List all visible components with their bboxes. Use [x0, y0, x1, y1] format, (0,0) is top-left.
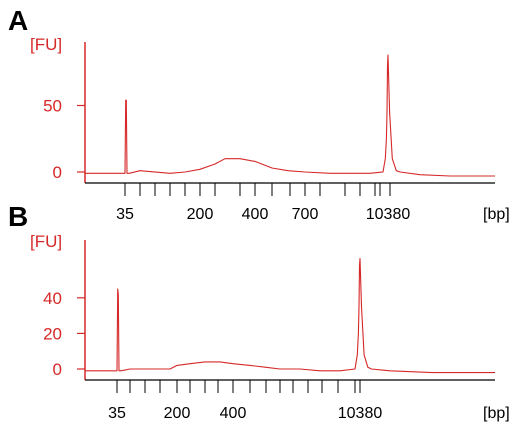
data-point [431, 372, 433, 374]
data-point [359, 258, 361, 260]
data-point [139, 170, 141, 172]
data-point [299, 368, 301, 370]
x-tick-label: 35 [108, 405, 126, 422]
data-point [118, 293, 120, 295]
data-point [358, 333, 360, 335]
y-axis-unit: [FU] [30, 232, 62, 251]
x-tick-label: 400 [242, 206, 269, 223]
x-tick-label: 35 [116, 206, 134, 223]
data-point [249, 365, 251, 367]
data-point [419, 174, 421, 176]
data-point [399, 171, 401, 173]
data-point [232, 363, 234, 365]
data-point [386, 138, 388, 140]
series-line [85, 258, 495, 374]
x-tick-label: 200 [164, 405, 191, 422]
data-point [359, 265, 361, 267]
data-point [184, 171, 186, 173]
data-point [239, 158, 241, 160]
y-axis-unit: [FU] [30, 35, 62, 54]
data-point [382, 171, 384, 173]
data-point [254, 161, 256, 163]
y-tick-label: 0 [53, 163, 62, 182]
data-point [159, 368, 161, 370]
data-point [396, 170, 398, 172]
data-point [224, 158, 226, 160]
data-point [126, 99, 128, 101]
data-point [387, 65, 389, 67]
data-point [189, 363, 191, 365]
x-axis-unit: [bp] [483, 405, 510, 422]
data-point [169, 173, 171, 175]
data-point [387, 54, 389, 56]
data-point [357, 354, 359, 356]
panel-label: B [8, 201, 28, 232]
panel-label: A [8, 5, 28, 36]
data-point [117, 288, 119, 290]
series-line [85, 54, 495, 177]
data-point [389, 370, 391, 372]
data-point [204, 361, 206, 363]
x-tick-label: 10380 [338, 405, 383, 422]
x-tick-label: 10380 [366, 206, 411, 223]
data-point [369, 173, 371, 175]
data-point [129, 368, 131, 370]
data-point [120, 370, 122, 372]
x-tick-label: 700 [292, 206, 319, 223]
x-axis-unit: [bp] [483, 206, 510, 223]
data-point [118, 370, 120, 372]
data-point [363, 354, 365, 356]
data-point [264, 366, 266, 368]
data-point [219, 361, 221, 363]
data-point [128, 173, 130, 175]
data-point [392, 158, 394, 160]
data-point [361, 306, 363, 308]
y-tick-label: 20 [43, 324, 62, 343]
data-point [494, 175, 496, 177]
y-tick-label: 40 [43, 289, 62, 308]
data-point [358, 306, 360, 308]
data-point [354, 368, 356, 370]
data-point [126, 173, 128, 175]
data-point [329, 173, 331, 175]
data-point [271, 167, 273, 169]
data-point [214, 163, 216, 165]
data-point [371, 368, 373, 370]
x-tick-label: 200 [187, 206, 214, 223]
x-tick-label: 400 [220, 405, 247, 422]
data-point [287, 170, 289, 172]
panel-a: A[FU] 0 50 35 200 400 700 10380 [bp] [8, 5, 510, 223]
data-point [169, 368, 171, 370]
data-point [339, 370, 341, 372]
data-point [349, 173, 351, 175]
data-point [449, 175, 451, 177]
data-point [116, 370, 118, 372]
data-point [385, 158, 387, 160]
data-point [389, 111, 391, 113]
data-point [199, 169, 201, 171]
data-point [367, 366, 369, 368]
data-point [124, 173, 126, 175]
data-point [494, 372, 496, 374]
data-point [176, 365, 178, 367]
data-point [279, 368, 281, 370]
data-point [319, 370, 321, 372]
data-point [386, 111, 388, 113]
panel-b: B[FU] 0 20 40 35 200 400 10380 [bp] [8, 201, 510, 422]
y-tick-label: 50 [43, 97, 62, 116]
data-point [304, 171, 306, 173]
y-tick-label: 0 [53, 360, 62, 379]
